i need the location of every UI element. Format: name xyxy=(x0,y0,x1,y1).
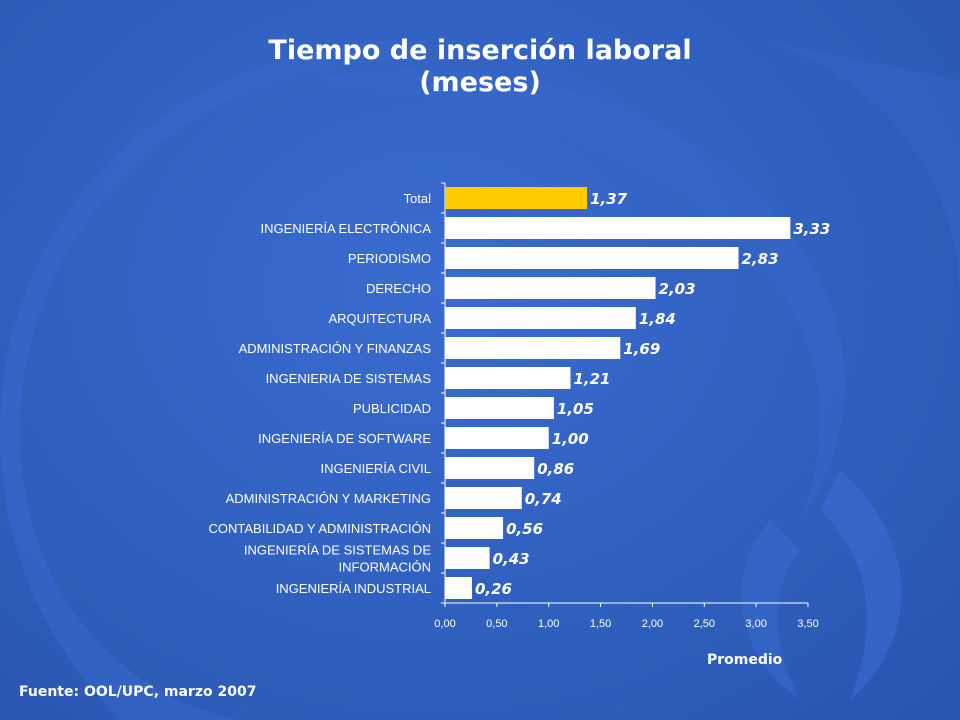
category-label: INGENIERÍA INDUSTRIAL xyxy=(276,581,431,596)
data-label: 1,21 xyxy=(573,370,610,388)
data-label: 3,33 xyxy=(793,220,830,238)
data-label: 1,00 xyxy=(552,430,589,448)
data-label: 1,69 xyxy=(623,340,660,358)
chart-title-line1: Tiempo de inserción laboral xyxy=(268,35,692,66)
x-tick-label: 0,50 xyxy=(486,618,507,630)
category-label: CONTABILIDAD Y ADMINISTRACIÓN xyxy=(209,521,432,536)
source-note: Fuente: OOL/UPC, marzo 2007 xyxy=(19,684,257,700)
category-label: INFORMACIÓN xyxy=(339,560,431,575)
data-label: 1,84 xyxy=(639,310,676,328)
data-label: 0,26 xyxy=(475,580,512,598)
data-label: 1,37 xyxy=(590,190,628,208)
x-tick-label: 1,00 xyxy=(538,618,559,630)
chart-title-line2: (meses) xyxy=(419,67,541,98)
bar xyxy=(445,277,656,299)
category-label: INGENIERÍA ELECTRÓNICA xyxy=(261,221,432,236)
bar xyxy=(445,247,739,269)
category-label: ARQUITECTURA xyxy=(328,311,431,326)
category-label: Total xyxy=(404,191,432,206)
x-tick-label: 3,00 xyxy=(745,618,766,630)
bar xyxy=(445,577,472,599)
bar xyxy=(445,457,535,479)
category-label: INGENIERÍA DE SOFTWARE xyxy=(258,431,431,446)
bar xyxy=(445,217,791,239)
bar xyxy=(445,427,549,449)
bar xyxy=(445,547,490,569)
category-label: ADMINISTRACIÓN Y FINANZAS xyxy=(239,341,432,356)
bar xyxy=(445,367,571,389)
category-label: ADMINISTRACIÓN Y MARKETING xyxy=(226,491,431,506)
bar-total xyxy=(445,187,588,209)
category-label: PUBLICIDAD xyxy=(353,401,431,416)
x-tick-label: 2,00 xyxy=(642,618,663,630)
category-label: PERIODISMO xyxy=(348,251,431,266)
category-label: DERECHO xyxy=(366,281,431,296)
data-label: 0,86 xyxy=(537,460,574,478)
bar xyxy=(445,397,554,419)
data-label: 0,56 xyxy=(506,520,543,538)
data-label: 2,03 xyxy=(659,280,696,298)
x-tick-label: 1,50 xyxy=(590,618,611,630)
bar xyxy=(445,337,621,359)
x-axis-label: Promedio xyxy=(707,652,783,668)
bar xyxy=(445,517,504,539)
x-tick-label: 2,50 xyxy=(694,618,715,630)
bar xyxy=(445,307,636,329)
category-label: INGENIERÍA CIVIL xyxy=(320,461,431,476)
data-label: 1,05 xyxy=(557,400,594,418)
x-tick-label: 0,00 xyxy=(434,618,455,630)
x-tick-label: 3,50 xyxy=(797,618,818,630)
data-label: 2,83 xyxy=(742,250,779,268)
category-label: INGENIERÍA DE SISTEMAS DE xyxy=(244,543,431,558)
bar xyxy=(445,487,522,509)
category-label: INGENIERIA DE SISTEMAS xyxy=(266,371,432,386)
data-label: 0,74 xyxy=(525,490,562,508)
data-label: 0,43 xyxy=(493,550,530,568)
